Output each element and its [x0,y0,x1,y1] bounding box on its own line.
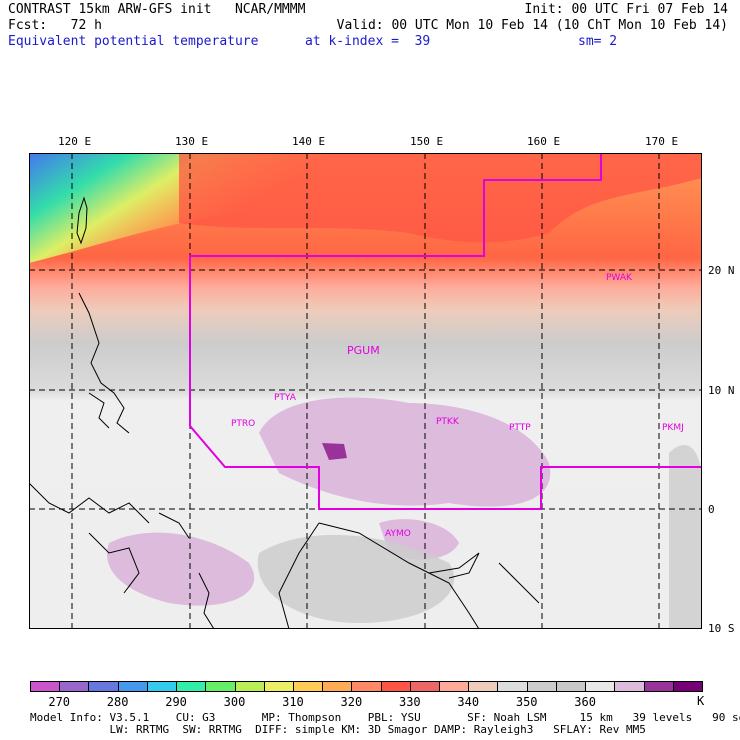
colorbar-swatch [146,681,178,692]
colorbar-label: 310 [282,695,304,709]
graticule [29,153,702,629]
colorbar-unit: K [697,694,705,708]
lat-label: 0 [708,503,715,516]
colorbar-swatch [672,681,703,692]
lon-label: 160 E [527,135,561,148]
colorbar-label: 280 [106,695,129,709]
level-index: at k-index = 39 [305,34,431,49]
colorbar-swatch [380,681,411,692]
smoothing-value: sm= 2 [578,34,618,49]
region-boundary [189,153,702,510]
station-label: PTYA [274,393,296,403]
lon-label: 140 E [292,135,326,148]
colorbar-label: 290 [165,695,187,709]
colorbar-swatch [585,681,616,692]
station-label: PGUM [347,344,380,357]
colorbar-swatch [205,681,236,692]
coastlines [29,196,540,629]
colorbar-label: 320 [340,695,363,709]
model-info-line2: LW: RRTMG SW: RRTMG DIFF: simple KM: 3D … [30,723,646,736]
init-time: Init: 00 UTC Fri 07 Feb 14 [524,2,729,17]
station-label: PTKK [436,417,459,427]
colorbar-swatch [468,681,499,692]
colorbar-swatch [409,681,441,692]
lat-label: 20 N [708,264,735,277]
forecast-hour: Fcst: 72 h [8,18,102,33]
station-label: PKMJ [662,423,684,433]
colorbar-swatch [351,681,382,692]
warm-band [179,153,702,243]
colorbar-swatch [88,681,119,692]
theta-e-map [29,153,702,629]
colorbar-swatch [497,681,528,692]
model-info-line1: Model Info: V3.5.1 CU: G3 MP: Thompson P… [30,711,740,724]
colorbar-swatch [614,681,645,692]
low-theta-e-region [259,397,551,507]
colorbar-label: 270 [48,695,71,709]
lon-label: 120 E [58,135,92,148]
valid-time: Valid: 00 UTC Mon 10 Feb 14 (10 ChT Mon … [336,18,728,33]
grey-region-east [669,444,702,629]
colorbar-swatch [176,681,207,692]
field-name: Equivalent potential temperature [8,34,259,49]
colorbar-swatch [30,681,61,692]
low-theta-e-region [107,532,255,606]
colorbar-swatch [292,681,324,692]
minimum-theta-e-core [322,443,347,460]
colorbar-swatch [263,681,294,692]
colorbar-label: 340 [457,695,480,709]
colorbar-swatch [117,681,148,692]
lat-label: 10 N [708,384,735,397]
lon-label: 130 E [175,135,209,148]
colorbar-label: 350 [515,695,538,709]
colorbar-swatch [234,681,265,692]
lon-label: 170 E [645,135,679,148]
station-label: AYMO [385,529,411,539]
colorbar-swatch [59,681,90,692]
colorbar-label: 300 [223,695,246,709]
colorbar-swatch [555,681,587,692]
colorbar-swatch [526,681,557,692]
station-label: PWAK [606,273,632,283]
colorbar-swatch [643,681,674,692]
lat-label: 10 S [708,622,735,635]
colorbar-swatch [322,681,353,692]
station-label: PTTP [509,423,531,433]
colorbar-label: 330 [398,695,421,709]
lon-label: 150 E [410,135,444,148]
station-label: PTRO [231,419,256,429]
plot-title: CONTRAST 15km ARW-GFS init NCAR/MMMM [8,2,306,17]
colorbar-swatch [439,681,470,692]
colorbar-label: 360 [574,695,596,709]
